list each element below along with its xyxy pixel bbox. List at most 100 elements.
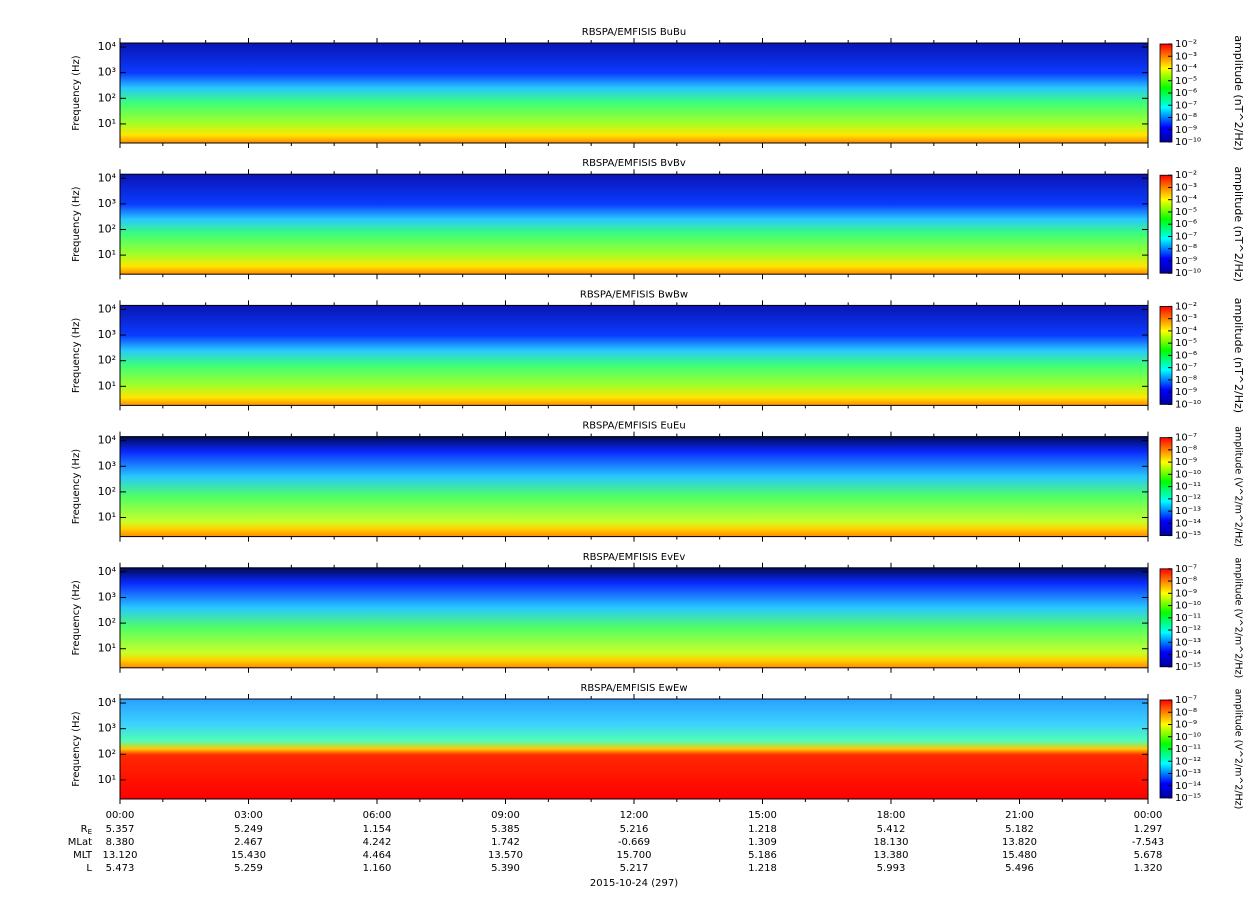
colorbar-tick-label: 10⁻¹² xyxy=(1175,756,1201,767)
ephemeris-value: 5.217 xyxy=(620,863,649,874)
colorbar-tick-label: 10⁻¹² xyxy=(1175,494,1201,505)
date-label: 2015-10-24 (297) xyxy=(590,878,678,889)
colorbar-tick-label: 10⁻² xyxy=(1175,170,1197,181)
ephemeris-row-label: MLT xyxy=(73,850,93,861)
colorbar-tick-label: 10⁻⁴ xyxy=(1175,64,1197,75)
y-tick-label: 10² xyxy=(98,91,116,104)
colorbar-tick-label: 10⁻⁹ xyxy=(1175,125,1197,136)
colorbar-label: amplitude (V^2/m^2/Hz) xyxy=(1233,689,1244,810)
ephemeris-value: 5.385 xyxy=(491,824,520,835)
y-tick-label: 10⁴ xyxy=(98,434,117,447)
ephemeris-value: 1.154 xyxy=(363,824,392,835)
colorbar-label: amplitude (nT^2/Hz) xyxy=(1232,35,1245,150)
colorbar-tick-label: 10⁻¹² xyxy=(1175,625,1201,636)
spectrogram-image xyxy=(120,567,1148,668)
y-axis-label: Frequency (Hz) xyxy=(71,186,82,262)
colorbar-tick-label: 10⁻¹³ xyxy=(1175,769,1201,780)
colorbar-tick-label: 10⁻¹⁰ xyxy=(1175,399,1201,410)
spectrogram-image xyxy=(120,43,1148,143)
ephemeris-value: 2.467 xyxy=(234,837,263,848)
colorbar-tick-label: 10⁻⁸ xyxy=(1175,707,1197,718)
x-tick-label: 12:00 xyxy=(620,810,649,821)
colorbar-tick-label: 10⁻⁷ xyxy=(1175,695,1197,706)
ephemeris-row-label-text: MLat xyxy=(68,837,92,848)
y-tick-label: 10⁴ xyxy=(98,40,117,53)
colorbar-tick-label: 10⁻¹⁰ xyxy=(1175,469,1201,480)
ephemeris-value: 5.182 xyxy=(1005,824,1034,835)
colorbar-label: amplitude (V^2/m^2/Hz) xyxy=(1233,557,1244,678)
colorbar-tick-label: 10⁻¹⁴ xyxy=(1175,518,1201,529)
ephemeris-value: 1.320 xyxy=(1134,863,1163,874)
ephemeris-row-label-sub: E xyxy=(88,828,92,836)
colorbar-tick-label: 10⁻² xyxy=(1175,301,1197,312)
colorbar-tick-label: 10⁻¹⁵ xyxy=(1175,531,1201,542)
ephemeris-value: 5.390 xyxy=(491,863,520,874)
ephemeris-value: 1.742 xyxy=(491,837,520,848)
y-axis-label: Frequency (Hz) xyxy=(71,55,82,131)
ephemeris-value: 4.464 xyxy=(363,850,392,861)
colorbar-tick-label: 10⁻¹¹ xyxy=(1175,482,1201,493)
colorbar-tick-label: 10⁻⁷ xyxy=(1175,433,1197,444)
ephemeris-value: 5.186 xyxy=(748,850,777,861)
x-tick-label: 00:00 xyxy=(106,810,135,821)
ephemeris-value: 13.570 xyxy=(488,850,523,861)
ephemeris-value: 8.380 xyxy=(106,837,135,848)
colorbar-tick-label: 10⁻⁸ xyxy=(1175,445,1197,456)
colorbar-tick-label: 10⁻⁷ xyxy=(1175,363,1197,374)
y-tick-label: 10² xyxy=(98,616,116,629)
y-tick-label: 10¹ xyxy=(98,642,116,655)
colorbar-tick-label: 10⁻³ xyxy=(1175,182,1197,193)
y-tick-label: 10² xyxy=(98,354,116,367)
colorbar-tick-label: 10⁻⁵ xyxy=(1175,207,1197,218)
ephemeris-value: 5.473 xyxy=(106,863,135,874)
panel-title: RBSPA/EMFISIS BuBu xyxy=(582,27,686,38)
ephemeris-value: 1.218 xyxy=(748,863,777,874)
ephemeris-row-label-text: R xyxy=(81,824,88,835)
colorbar-tick-label: 10⁻¹⁰ xyxy=(1175,268,1201,279)
x-tick-label: 18:00 xyxy=(877,810,906,821)
ephemeris-value: 13.120 xyxy=(103,850,138,861)
ephemeris-value: 1.160 xyxy=(363,863,392,874)
y-tick-label: 10¹ xyxy=(98,248,116,261)
colorbar-tick-label: 10⁻⁵ xyxy=(1175,76,1197,87)
y-tick-label: 10¹ xyxy=(98,511,116,524)
colorbar-tick-label: 10⁻⁷ xyxy=(1175,100,1197,111)
ephemeris-value: 15.700 xyxy=(617,850,652,861)
colorbar-tick-label: 10⁻³ xyxy=(1175,51,1197,62)
colorbar-tick-label: 10⁻¹¹ xyxy=(1175,744,1201,755)
panel-title: RBSPA/EMFISIS EuEu xyxy=(582,421,685,432)
ephemeris-value: 1.297 xyxy=(1134,824,1163,835)
colorbar-tick-label: 10⁻¹⁴ xyxy=(1175,650,1201,661)
x-tick-label: 03:00 xyxy=(234,810,263,821)
colorbar-tick-label: 10⁻⁵ xyxy=(1175,338,1197,349)
y-tick-label: 10³ xyxy=(98,459,116,472)
colorbar-label: amplitude (nT^2/Hz) xyxy=(1232,167,1245,282)
colorbar-label: amplitude (nT^2/Hz) xyxy=(1232,298,1245,413)
colorbar-tick-label: 10⁻⁶ xyxy=(1175,350,1197,361)
colorbar-tick-label: 10⁻¹³ xyxy=(1175,637,1201,648)
x-tick-label: 15:00 xyxy=(748,810,777,821)
ephemeris-value: 13.820 xyxy=(1002,837,1037,848)
y-tick-label: 10³ xyxy=(98,590,116,603)
spectrogram-image xyxy=(120,699,1148,799)
colorbar-tick-label: 10⁻⁷ xyxy=(1175,564,1197,575)
colorbar-tick-label: 10⁻⁶ xyxy=(1175,219,1197,230)
ephemeris-value: 15.430 xyxy=(231,850,266,861)
ephemeris-value: 5.412 xyxy=(877,824,906,835)
ephemeris-value: 1.218 xyxy=(748,824,777,835)
y-axis-label: Frequency (Hz) xyxy=(71,449,82,525)
colorbar-tick-label: 10⁻¹⁴ xyxy=(1175,781,1201,792)
ephemeris-value: -0.669 xyxy=(618,837,650,848)
colorbar-tick-label: 10⁻¹⁰ xyxy=(1175,601,1201,612)
y-axis-label: Frequency (Hz) xyxy=(71,711,82,787)
colorbar-tick-label: 10⁻¹³ xyxy=(1175,506,1201,517)
colorbar-tick-label: 10⁻⁶ xyxy=(1175,88,1197,99)
y-tick-label: 10³ xyxy=(98,722,116,735)
ephemeris-value: 13.380 xyxy=(874,850,909,861)
ephemeris-row-label: L xyxy=(86,863,92,874)
colorbar-tick-label: 10⁻⁸ xyxy=(1175,244,1197,255)
y-tick-label: 10² xyxy=(98,222,116,235)
ephemeris-value: 5.216 xyxy=(620,824,649,835)
colorbar-label: amplitude (V^2/m^2/Hz) xyxy=(1233,426,1244,547)
